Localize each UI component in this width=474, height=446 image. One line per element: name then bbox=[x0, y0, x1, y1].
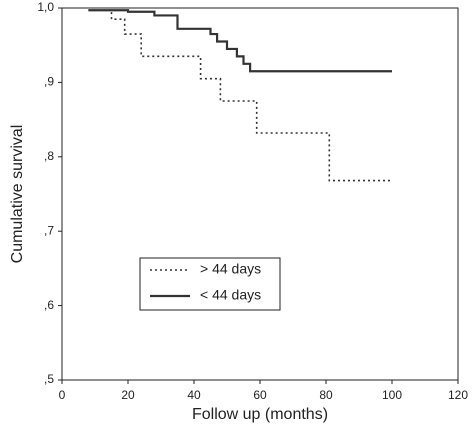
x-tick-label: 100 bbox=[382, 388, 402, 402]
survival-line bbox=[88, 9, 392, 182]
x-tick-label: 120 bbox=[448, 388, 468, 402]
y-tick-label: ,7 bbox=[44, 223, 54, 237]
y-axis-title: Cumulative survival bbox=[9, 125, 26, 264]
plot-frame bbox=[61, 7, 459, 381]
x-axis-title: Follow up (months) bbox=[192, 406, 328, 423]
survival-line bbox=[88, 9, 392, 73]
legend-label: < 44 days bbox=[200, 287, 261, 303]
x-tick-label: 20 bbox=[121, 388, 135, 402]
x-tick-label: 0 bbox=[59, 388, 66, 402]
y-tick-label: ,6 bbox=[44, 298, 54, 312]
y-tick-label: ,5 bbox=[44, 372, 54, 386]
y-tick-label: 1,0 bbox=[37, 0, 54, 14]
x-tick-label: 40 bbox=[187, 388, 201, 402]
x-tick-label: 60 bbox=[253, 388, 267, 402]
y-tick-label: ,9 bbox=[44, 75, 54, 89]
legend-label: > 44 days bbox=[200, 261, 261, 277]
x-tick-label: 80 bbox=[319, 388, 333, 402]
y-tick-label: ,8 bbox=[44, 149, 54, 163]
legend-box bbox=[139, 257, 281, 311]
